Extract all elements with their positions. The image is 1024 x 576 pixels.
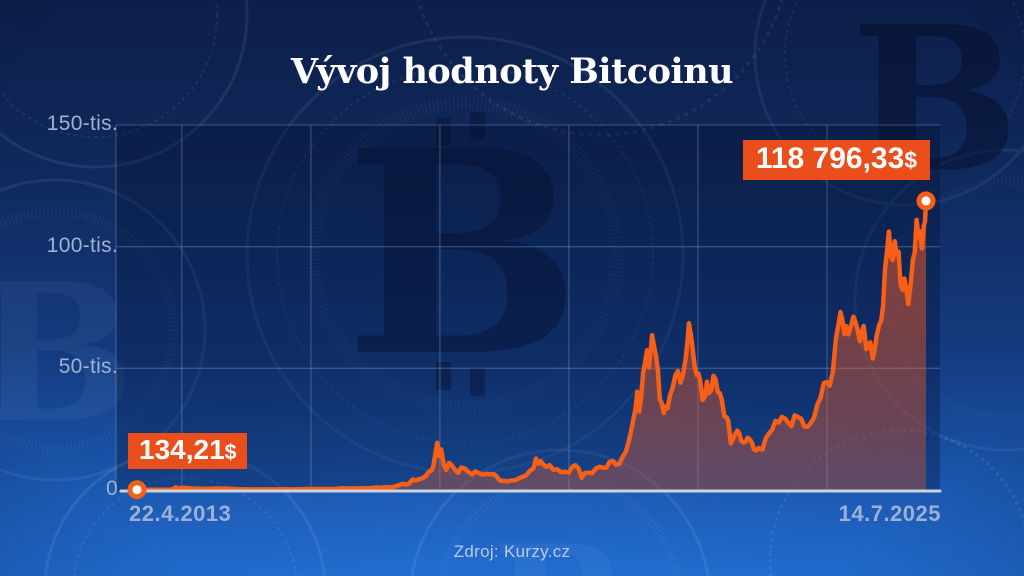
bitcoin-coin-watermark bbox=[0, 0, 784, 482]
page-title: Vývoj hodnoty Bitcoinu bbox=[290, 51, 734, 92]
end-value-currency: $ bbox=[904, 147, 917, 173]
price-line bbox=[134, 198, 929, 492]
end-value-amount: 118 796,33 bbox=[755, 142, 905, 175]
start-value-currency: $ bbox=[224, 440, 237, 464]
start-point-marker bbox=[127, 480, 147, 500]
svg-text:B: B bbox=[0, 242, 135, 465]
end-point-marker bbox=[916, 191, 936, 211]
bitcoin-b-watermark: B bbox=[850, 0, 1019, 218]
start-value-amount: 134,21 bbox=[139, 434, 225, 465]
svg-text:B: B bbox=[850, 0, 1019, 218]
end-value-badge: 118 796,33$ bbox=[742, 140, 930, 181]
bitcoin-coin-watermark bbox=[753, 0, 1024, 452]
svg-text:B: B bbox=[492, 510, 627, 576]
svg-text:B: B bbox=[345, 90, 582, 419]
price-area-fill bbox=[137, 200, 926, 490]
bitcoin-b-watermark: B B bbox=[0, 242, 628, 576]
x-axis-start-date: 22.4.2013 bbox=[129, 501, 232, 526]
start-value-badge: 134,21$ bbox=[128, 433, 248, 470]
source-credit: Zdroj: Kurzy.cz bbox=[453, 542, 571, 561]
x-axis-end-date: 14.7.2025 bbox=[838, 501, 941, 526]
bitcoin-b-watermark: B bbox=[345, 90, 582, 419]
